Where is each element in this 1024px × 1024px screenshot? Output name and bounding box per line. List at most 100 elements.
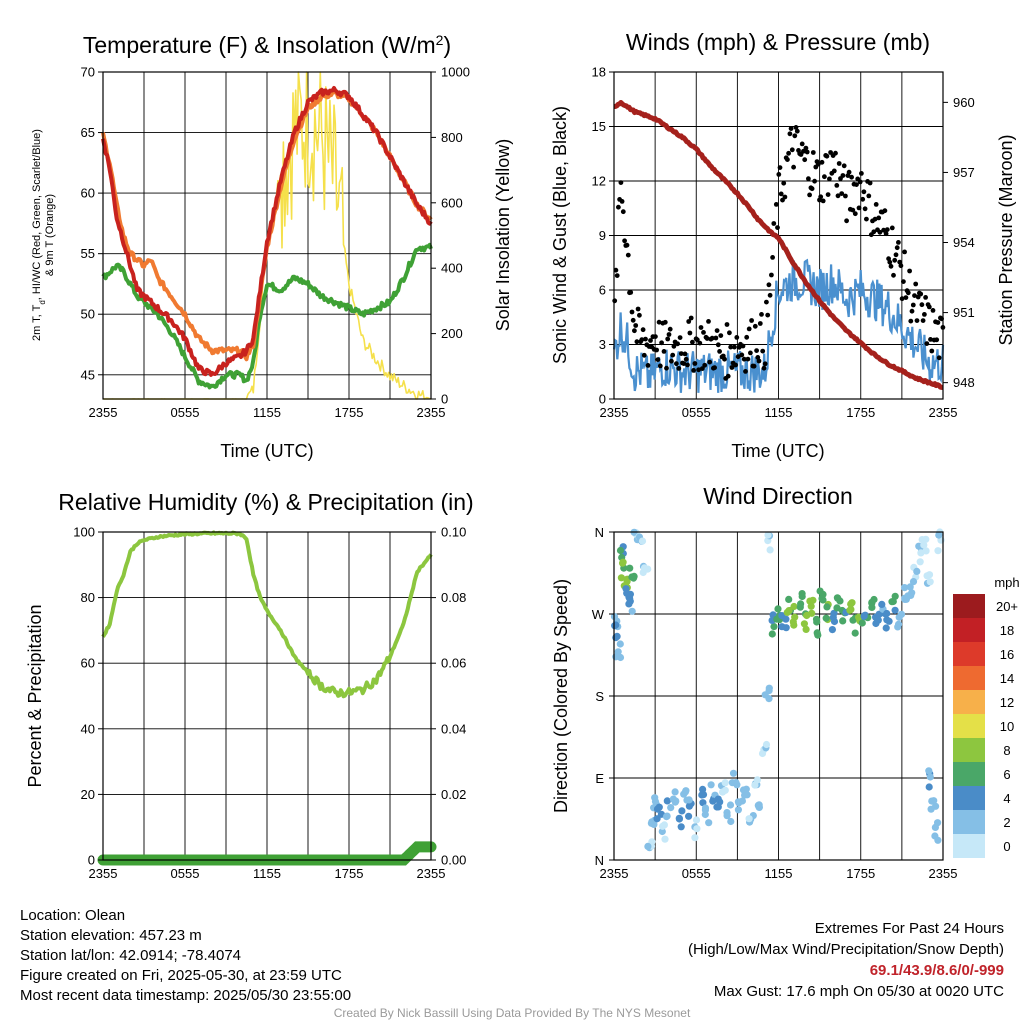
- direction-point: [682, 787, 690, 795]
- gust-point: [669, 358, 674, 364]
- gust-point: [616, 204, 621, 210]
- direction-point: [638, 537, 647, 545]
- direction-point: [897, 610, 906, 618]
- gust-point: [864, 216, 869, 222]
- gust-point: [901, 279, 906, 284]
- gust-point: [635, 306, 641, 312]
- direction-point: [622, 585, 630, 593]
- gust-point: [788, 126, 794, 131]
- colorbar-label: 12: [1000, 695, 1014, 710]
- temperature-panel: Temperature (F) & Insolation (W/m2) 2355…: [31, 32, 513, 461]
- gust-point: [741, 356, 747, 362]
- gust-point: [670, 352, 676, 358]
- y2tick-label: 0.06: [441, 656, 466, 671]
- gust-point: [899, 296, 905, 302]
- gust-point: [918, 291, 924, 297]
- colorbar-swatch: [953, 810, 985, 834]
- gust-point: [850, 207, 856, 213]
- gust-point: [713, 335, 719, 341]
- series-line-sonic-wind: [612, 258, 945, 393]
- winds-xlabel: Time (UTC): [731, 441, 824, 461]
- direction-point: [789, 618, 797, 626]
- colorbar-swatch: [953, 642, 985, 666]
- direction-point: [770, 623, 778, 631]
- gust-point: [857, 179, 863, 185]
- y2tick-label: 600: [441, 195, 463, 210]
- gust-point: [893, 252, 899, 258]
- temperature-xlabel: Time (UTC): [220, 441, 313, 461]
- gust-point: [824, 153, 830, 159]
- ytick-label: 60: [81, 656, 95, 671]
- gust-point: [897, 259, 903, 265]
- extremes-values: 69.1/43.9/8.6/0/-999: [869, 962, 1004, 979]
- gust-point: [648, 338, 653, 343]
- gust-point: [849, 174, 854, 180]
- gust-point: [854, 182, 859, 188]
- gust-point: [773, 202, 779, 207]
- direction-point: [922, 547, 930, 555]
- series-line-station-pressure: [612, 100, 945, 390]
- gust-point: [840, 173, 846, 178]
- extremes-subtitle: (High/Low/Max Wind/Precipitation/Snow De…: [688, 941, 1004, 958]
- direction-point: [916, 558, 924, 566]
- direction-point: [751, 781, 759, 789]
- gust-point: [920, 318, 926, 323]
- winds-title: Winds (mph) & Pressure (mb): [626, 29, 930, 55]
- direction-point: [678, 807, 686, 815]
- gust-point: [819, 159, 825, 165]
- gust-point: [809, 186, 815, 192]
- wind-direction-panel: Wind Direction 2355 0555 1155 1755 2355NESWN…: [551, 483, 1020, 881]
- humidity-ylabel: Percent & Precipitation: [25, 604, 45, 787]
- humidity-title: Relative Humidity (%) & Precipitation (i…: [58, 489, 473, 515]
- gust-point: [778, 191, 784, 197]
- direction-point: [762, 740, 771, 749]
- ytick-label: 15: [592, 119, 606, 134]
- direction-point: [813, 629, 821, 637]
- y2tick-label: 957: [953, 165, 975, 180]
- series-line-relative-humidity: [101, 530, 433, 699]
- direction-point: [766, 546, 774, 554]
- xtick-label: 2355: [417, 405, 446, 420]
- direction-point: [800, 620, 809, 628]
- y2tick-label: 960: [953, 95, 975, 110]
- direction-point: [768, 630, 776, 638]
- direction-point: [828, 626, 837, 634]
- direction-point: [616, 640, 624, 648]
- gust-point: [767, 292, 773, 298]
- ytick-label: 60: [81, 186, 95, 201]
- gust-point: [729, 365, 735, 370]
- gust-point: [782, 194, 788, 200]
- gust-point: [866, 193, 872, 199]
- gust-point: [733, 362, 738, 368]
- gust-point: [835, 193, 841, 199]
- gust-point: [807, 192, 812, 198]
- gust-point: [704, 336, 710, 341]
- ytick-label: 0: [599, 392, 606, 407]
- ytick-label: S: [595, 689, 604, 704]
- ytick-label: N: [595, 525, 604, 540]
- gust-point: [722, 356, 727, 362]
- gust-point: [781, 180, 787, 186]
- direction-point: [612, 634, 620, 642]
- extremes-box: Extremes For Past 24 Hours (High/Low/Max…: [688, 918, 1004, 1002]
- gust-point: [898, 263, 904, 269]
- ytick-label: 9: [599, 228, 606, 243]
- gust-point: [699, 366, 705, 371]
- credit-line: Created By Nick Bassill Using Data Provi…: [333, 1006, 691, 1020]
- gust-point: [919, 302, 925, 308]
- gust-point: [787, 131, 793, 137]
- gust-point: [732, 344, 737, 350]
- direction-point: [927, 805, 935, 813]
- direction-point: [612, 653, 620, 661]
- colorbar-label: 18: [1000, 623, 1014, 638]
- gust-point: [671, 343, 677, 349]
- gust-point: [926, 304, 932, 310]
- gust-point: [760, 348, 766, 354]
- gust-point: [884, 227, 890, 233]
- direction-point: [626, 564, 634, 572]
- gust-point: [793, 125, 799, 130]
- gust-point: [754, 348, 759, 353]
- gust-point: [752, 323, 758, 329]
- direction-point: [819, 596, 827, 604]
- direction-point: [882, 624, 890, 632]
